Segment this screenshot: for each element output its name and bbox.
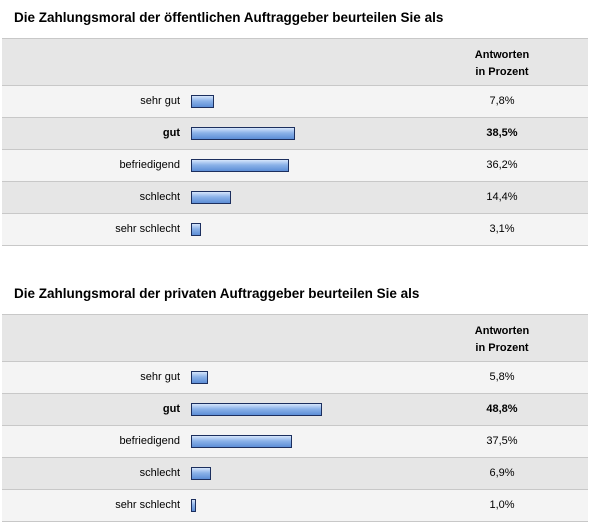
bar [191,191,231,204]
column-header-line: Antworten [474,49,530,61]
value-label: 6,9% [489,467,515,479]
results-table: Antworten in Prozent sehr gut 5,8% gut 48,8% b… [2,314,588,522]
table-row: sehr gut 7,8% [2,86,588,118]
table-row: gut 48,8% [2,394,588,426]
bar [191,127,295,140]
table-row: gut 38,5% [2,118,588,150]
table-row: befriedigend 37,5% [2,426,588,458]
value-label: 48,8% [486,403,518,415]
value-label: 7,8% [489,95,515,107]
category-label: befriedigend [119,435,180,447]
category-label: sehr gut [140,95,180,107]
bar [191,223,201,236]
column-header-line: in Prozent [475,66,529,78]
table-row: schlecht 6,9% [2,458,588,490]
bar [191,403,322,416]
value-label: 3,1% [489,223,515,235]
chart-title: Die Zahlungsmoral der öffentlichen Auftr… [14,10,444,25]
table-header-row: Antworten in Prozent [2,315,588,362]
category-label: sehr gut [140,371,180,383]
category-label: gut [162,403,180,415]
table-row: sehr gut 5,8% [2,362,588,394]
category-label: schlecht [139,467,180,479]
category-label: befriedigend [119,159,180,171]
bar [191,95,214,108]
column-header-line: Antworten [474,325,530,337]
value-label: 37,5% [486,435,518,447]
value-label: 38,5% [486,127,518,139]
table-header-row: Antworten in Prozent [2,39,588,86]
category-label: sehr schlecht [115,223,180,235]
bar [191,159,289,172]
value-label: 36,2% [486,159,518,171]
results-table: Antworten in Prozent sehr gut 7,8% gut 38,5% b… [2,38,588,246]
bar [191,435,292,448]
category-label: gut [162,127,180,139]
column-header: Antworten in Prozent [442,323,562,357]
category-label: sehr schlecht [115,499,180,511]
table-row: befriedigend 36,2% [2,150,588,182]
bar [191,467,211,480]
column-header: Antworten in Prozent [442,47,562,81]
chart-title: Die Zahlungsmoral der privaten Auftragge… [14,286,420,301]
table-row: schlecht 14,4% [2,182,588,214]
value-label: 5,8% [489,371,515,383]
value-label: 14,4% [486,191,518,203]
table-row: sehr schlecht 3,1% [2,214,588,246]
bar [191,499,196,512]
category-label: schlecht [139,191,180,203]
value-label: 1,0% [489,499,515,511]
bar [191,371,208,384]
column-header-line: in Prozent [475,342,529,354]
table-row: sehr schlecht 1,0% [2,490,588,522]
